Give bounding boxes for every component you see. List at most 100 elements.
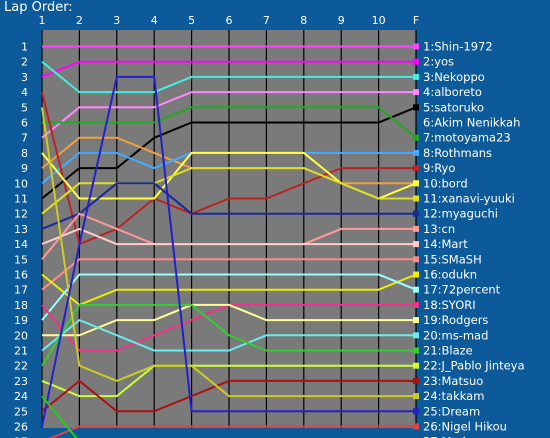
legend-entry: 21:Blaze xyxy=(423,344,473,358)
y-tick-label: 3 xyxy=(21,71,28,84)
series-end-marker xyxy=(413,195,419,202)
legend-entry: 8:Rothmans xyxy=(423,146,492,160)
y-tick-label: 17 xyxy=(14,284,28,297)
y-tick-label: 27 xyxy=(14,436,28,438)
y-tick-label: 18 xyxy=(14,299,28,312)
series-line xyxy=(41,318,416,352)
legend-entry: 23:Matsuo xyxy=(423,374,483,388)
legend-entry: 15:SMaSH xyxy=(423,252,482,266)
series-end-marker xyxy=(413,241,419,248)
legend-entry: 3:Nekoppo xyxy=(423,70,485,84)
legend: 1:Shin-19722:yos3:Nekoppo4:alboreto5:sat… xyxy=(423,40,525,438)
y-tick-label: 10 xyxy=(14,177,28,190)
series-line xyxy=(42,106,417,139)
y-tick-label: 6 xyxy=(21,117,28,130)
x-tick-label: 7 xyxy=(263,14,270,27)
legend-entry: 19:Rodgers xyxy=(423,313,488,327)
series-end-marker xyxy=(413,332,419,339)
x-tick-label: 10 xyxy=(372,14,386,27)
y-tick-label: 5 xyxy=(21,101,28,114)
y-tick-label: 4 xyxy=(21,86,28,99)
series-line xyxy=(41,60,416,94)
series-end-marker xyxy=(413,317,419,324)
legend-entry: 25:Dream xyxy=(423,404,480,418)
y-tick-label: 11 xyxy=(14,193,28,206)
series-end-marker xyxy=(413,377,419,384)
series-lines xyxy=(41,43,419,438)
series-end-marker xyxy=(413,104,419,111)
x-tick-label: 3 xyxy=(113,14,120,27)
series-line xyxy=(41,182,416,230)
legend-entry: 20:ms-mad xyxy=(423,328,488,342)
x-tick-label: 9 xyxy=(338,14,345,27)
series-end-marker xyxy=(413,134,419,141)
series-line xyxy=(41,91,416,246)
series-line xyxy=(41,107,416,398)
legend-entry: 17:72percent xyxy=(423,283,501,297)
y-tick-label: 9 xyxy=(21,162,28,175)
series-end-marker xyxy=(413,423,419,430)
series-end-marker xyxy=(413,301,419,308)
legend-entry: 22:J_Pablo Jinteya xyxy=(423,359,525,373)
legend-entry: 5:satoruko xyxy=(423,100,484,114)
x-tick-label: 8 xyxy=(300,14,307,27)
series-line xyxy=(41,303,416,367)
series-end-marker xyxy=(413,347,419,354)
y-axis-labels: 1234567891011121314151617181920212223242… xyxy=(14,41,28,438)
y-tick-label: 12 xyxy=(14,208,28,221)
series-line xyxy=(48,425,416,438)
series-line xyxy=(41,273,417,321)
series-end-marker xyxy=(413,43,419,50)
y-tick-label: 7 xyxy=(21,132,28,145)
series-line xyxy=(41,91,416,139)
series-line xyxy=(41,60,416,78)
legend-entry: 13:cn xyxy=(423,222,455,236)
y-tick-label: 8 xyxy=(21,147,28,160)
series-end-marker xyxy=(413,149,419,156)
y-tick-label: 25 xyxy=(14,405,28,418)
series-line xyxy=(41,258,416,291)
x-tick-label: 4 xyxy=(151,14,158,27)
series-end-marker xyxy=(413,362,419,369)
series-end-marker xyxy=(413,393,419,400)
series-end-marker xyxy=(413,256,419,263)
x-tick-label: 6 xyxy=(226,14,233,27)
legend-entry: 1:Shin-1972 xyxy=(423,40,493,54)
x-tick-label: F xyxy=(413,14,419,27)
chart-title: Lap Order: xyxy=(4,0,73,15)
series-end-marker xyxy=(413,165,419,172)
y-tick-label: 22 xyxy=(14,360,28,373)
series-end-marker xyxy=(413,286,419,293)
x-tick-label: 5 xyxy=(188,14,195,27)
series-line xyxy=(41,167,416,215)
y-tick-label: 16 xyxy=(14,269,28,282)
y-tick-label: 20 xyxy=(14,329,28,342)
series-end-marker xyxy=(413,210,419,217)
series-end-marker xyxy=(413,225,419,232)
series-line xyxy=(41,75,416,427)
series-end-marker xyxy=(413,271,419,278)
legend-entry: 6:Akim Nenikkah xyxy=(423,116,520,130)
y-tick-label: 15 xyxy=(14,253,28,266)
x-tick-label: 2 xyxy=(76,14,83,27)
y-tick-label: 13 xyxy=(14,223,28,236)
legend-entry: 14:Mart xyxy=(423,237,468,251)
series-end-marker xyxy=(413,180,419,187)
y-tick-label: 24 xyxy=(14,390,28,403)
y-tick-label: 1 xyxy=(21,41,28,54)
series-end-marker xyxy=(413,58,419,65)
y-tick-label: 26 xyxy=(14,421,28,434)
series-line xyxy=(42,303,416,337)
series-line xyxy=(41,227,416,246)
y-tick-label: 21 xyxy=(14,345,28,358)
y-tick-label: 23 xyxy=(14,375,28,388)
series-end-marker xyxy=(413,89,419,96)
series-line xyxy=(41,106,417,200)
grid xyxy=(41,30,417,428)
y-tick-label: 2 xyxy=(21,56,28,69)
legend-entry: 12:myaguchi xyxy=(423,207,498,221)
legend-entry: 4:alboreto xyxy=(423,85,482,99)
legend-entry: 9:Ryo xyxy=(423,161,455,175)
